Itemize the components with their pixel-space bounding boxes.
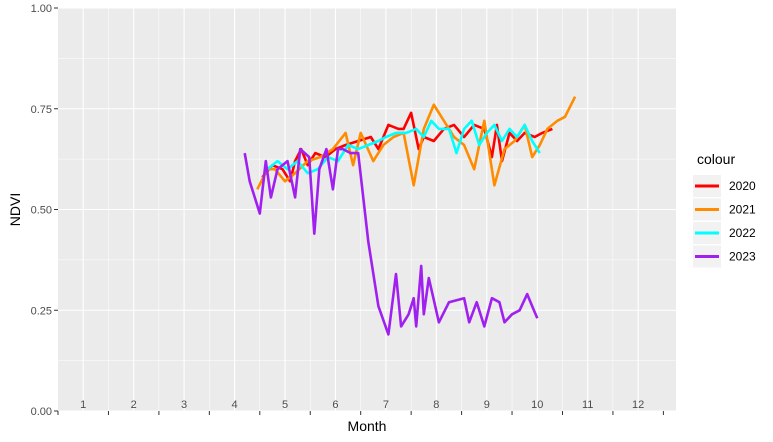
x-tick-label: 8: [433, 399, 439, 411]
axes: 0.000.250.500.751.001 2 3 4 5 6 7 8 9 10 11 12: [31, 3, 664, 418]
x-tick-label: 7: [383, 399, 389, 411]
x-tick-label: 3: [181, 399, 187, 411]
y-tick-label: 1.00: [31, 3, 52, 15]
legend-label-2021: 2021: [729, 203, 756, 217]
legend-label-2022: 2022: [729, 226, 756, 240]
x-tick-label: 12: [632, 399, 644, 411]
x-tick-label: 10: [531, 399, 543, 411]
x-tick-label: 9: [484, 399, 490, 411]
y-tick-label: 0.00: [31, 406, 52, 418]
legend: colour 2020 2021 2022 2023: [693, 151, 756, 268]
series-line-2023: [243, 147, 539, 336]
x-tick-label: 5: [282, 399, 288, 411]
x-axis-title: Month: [348, 418, 387, 434]
x-tick-label: 4: [232, 399, 238, 411]
series-line-2021: [256, 96, 577, 190]
x-tick-label: 6: [332, 399, 338, 411]
x-tick-label: 11: [582, 399, 593, 411]
series-lines: [243, 96, 577, 336]
legend-label-2020: 2020: [729, 179, 756, 193]
legend-label-2023: 2023: [729, 250, 756, 264]
legend-title: colour: [697, 151, 735, 167]
y-tick-label: 0.50: [31, 205, 52, 217]
y-tick-label: 0.75: [31, 104, 52, 116]
x-tick-label: 1: [80, 399, 86, 411]
y-axis-title: NDVI: [7, 193, 23, 226]
y-tick-label: 0.25: [31, 305, 52, 317]
x-tick-label: 2: [131, 399, 137, 411]
major-gridlines: [58, 7, 676, 412]
